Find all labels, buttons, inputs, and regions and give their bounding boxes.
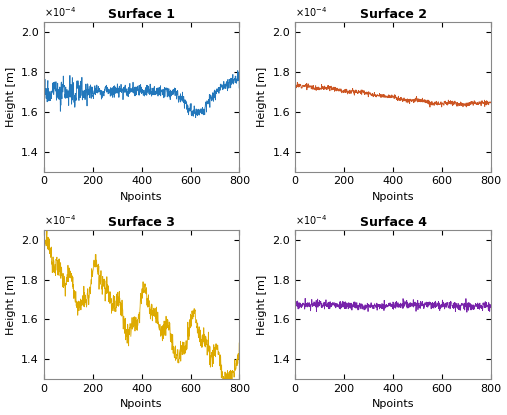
Y-axis label: Height [m]: Height [m] <box>6 67 16 127</box>
Y-axis label: Height [m]: Height [m] <box>257 274 267 334</box>
X-axis label: Npoints: Npoints <box>120 400 163 410</box>
X-axis label: Npoints: Npoints <box>372 192 414 202</box>
Title: Surface 3: Surface 3 <box>108 216 175 229</box>
Title: Surface 2: Surface 2 <box>359 8 426 21</box>
Text: $\times10^{-4}$: $\times10^{-4}$ <box>44 213 76 227</box>
Y-axis label: Height [m]: Height [m] <box>257 67 267 127</box>
Title: Surface 4: Surface 4 <box>359 216 426 229</box>
X-axis label: Npoints: Npoints <box>120 192 163 202</box>
Text: $\times10^{-4}$: $\times10^{-4}$ <box>295 213 328 227</box>
Text: $\times10^{-4}$: $\times10^{-4}$ <box>295 5 328 19</box>
Y-axis label: Height [m]: Height [m] <box>6 274 16 334</box>
Text: $\times10^{-4}$: $\times10^{-4}$ <box>44 5 76 19</box>
X-axis label: Npoints: Npoints <box>372 400 414 410</box>
Title: Surface 1: Surface 1 <box>108 8 175 21</box>
